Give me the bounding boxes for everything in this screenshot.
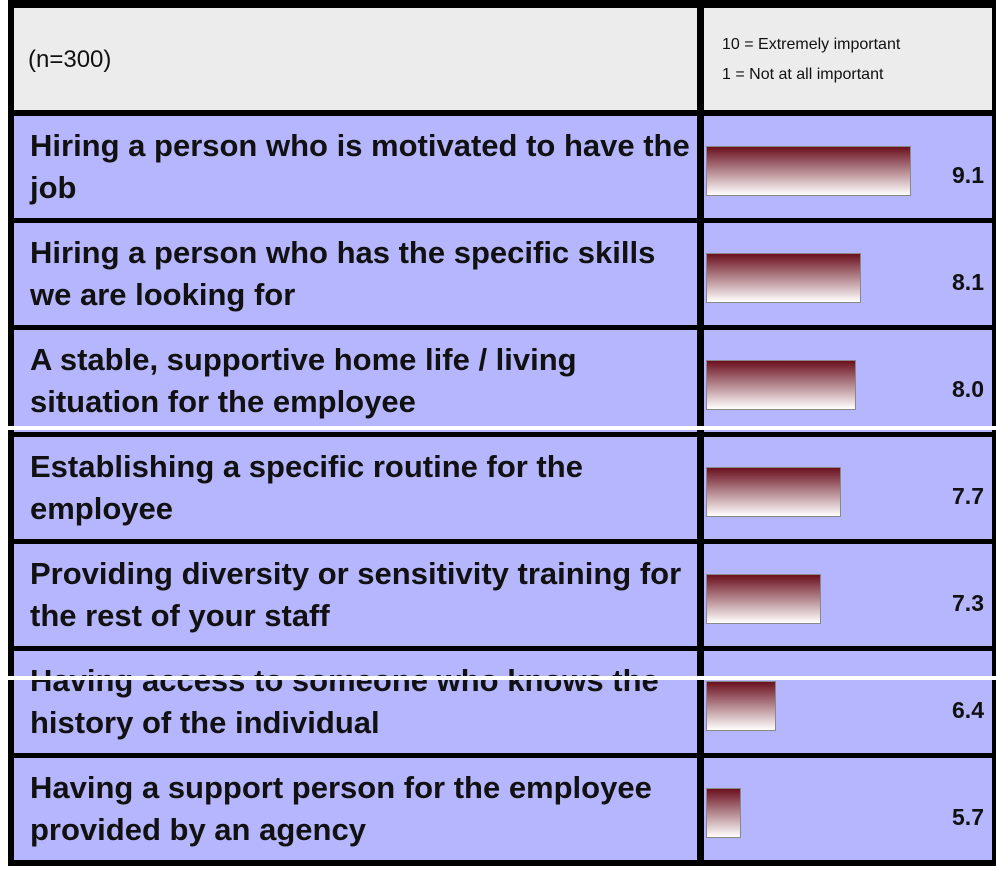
row-label: Having access to someone who knows the h… bbox=[30, 663, 659, 740]
bar-cell: 8.1 bbox=[704, 223, 992, 325]
bar-cell: 6.4 bbox=[704, 651, 992, 753]
divider-artifact bbox=[0, 676, 996, 680]
scale-note-cell: 10 = Extremely important 1 = Not at all … bbox=[704, 8, 992, 110]
bar bbox=[706, 253, 861, 303]
value-label: 7.7 bbox=[952, 483, 984, 509]
row-label-cell: Having access to someone who knows the h… bbox=[14, 651, 697, 753]
value-label: 6.4 bbox=[952, 697, 984, 723]
scale-note: 10 = Extremely important bbox=[722, 36, 901, 53]
bar-cell: 7.3 bbox=[704, 544, 992, 646]
sample-size: (n=300) bbox=[28, 46, 112, 73]
bar bbox=[706, 360, 856, 410]
bar bbox=[706, 146, 911, 196]
bar-cell: 9.1 bbox=[704, 116, 992, 218]
row-label: Having a support person for the employee… bbox=[30, 770, 652, 847]
row-label-cell: Establishing a specific routine for the … bbox=[14, 437, 697, 539]
bar bbox=[706, 788, 741, 838]
bar-cell: 5.7 bbox=[704, 758, 992, 860]
row-label-cell: Having a support person for the employee… bbox=[14, 758, 697, 860]
row-label: Establishing a specific routine for the … bbox=[30, 449, 583, 526]
bar bbox=[706, 681, 776, 731]
value-label: 7.3 bbox=[952, 590, 984, 616]
scale-note: 1 = Not at all important bbox=[722, 66, 884, 83]
value-label: 5.7 bbox=[952, 804, 984, 830]
header-cell: (n=300) bbox=[14, 8, 697, 110]
value-label: 8.1 bbox=[952, 269, 984, 295]
bar-cell: 7.7 bbox=[704, 437, 992, 539]
divider-artifact bbox=[0, 426, 996, 430]
row-label-cell: A stable, supportive home life / living … bbox=[14, 330, 697, 432]
row-label: Providing diversity or sensitivity train… bbox=[30, 556, 682, 633]
row-label: Hiring a person who is motivated to have… bbox=[30, 128, 690, 205]
table-frame: (n=300) 10 = Extremely important 1 = Not… bbox=[8, 0, 996, 866]
bar-cell: 8.0 bbox=[704, 330, 992, 432]
value-label: 8.0 bbox=[952, 376, 984, 402]
row-label: A stable, supportive home life / living … bbox=[30, 342, 577, 419]
row-label: Hiring a person who has the specific ski… bbox=[30, 235, 656, 312]
row-label-cell: Hiring a person who has the specific ski… bbox=[14, 223, 697, 325]
bar bbox=[706, 574, 821, 624]
row-label-cell: Hiring a person who is motivated to have… bbox=[14, 116, 697, 218]
bar bbox=[706, 467, 841, 517]
row-label-cell: Providing diversity or sensitivity train… bbox=[14, 544, 697, 646]
value-label: 9.1 bbox=[952, 162, 984, 188]
